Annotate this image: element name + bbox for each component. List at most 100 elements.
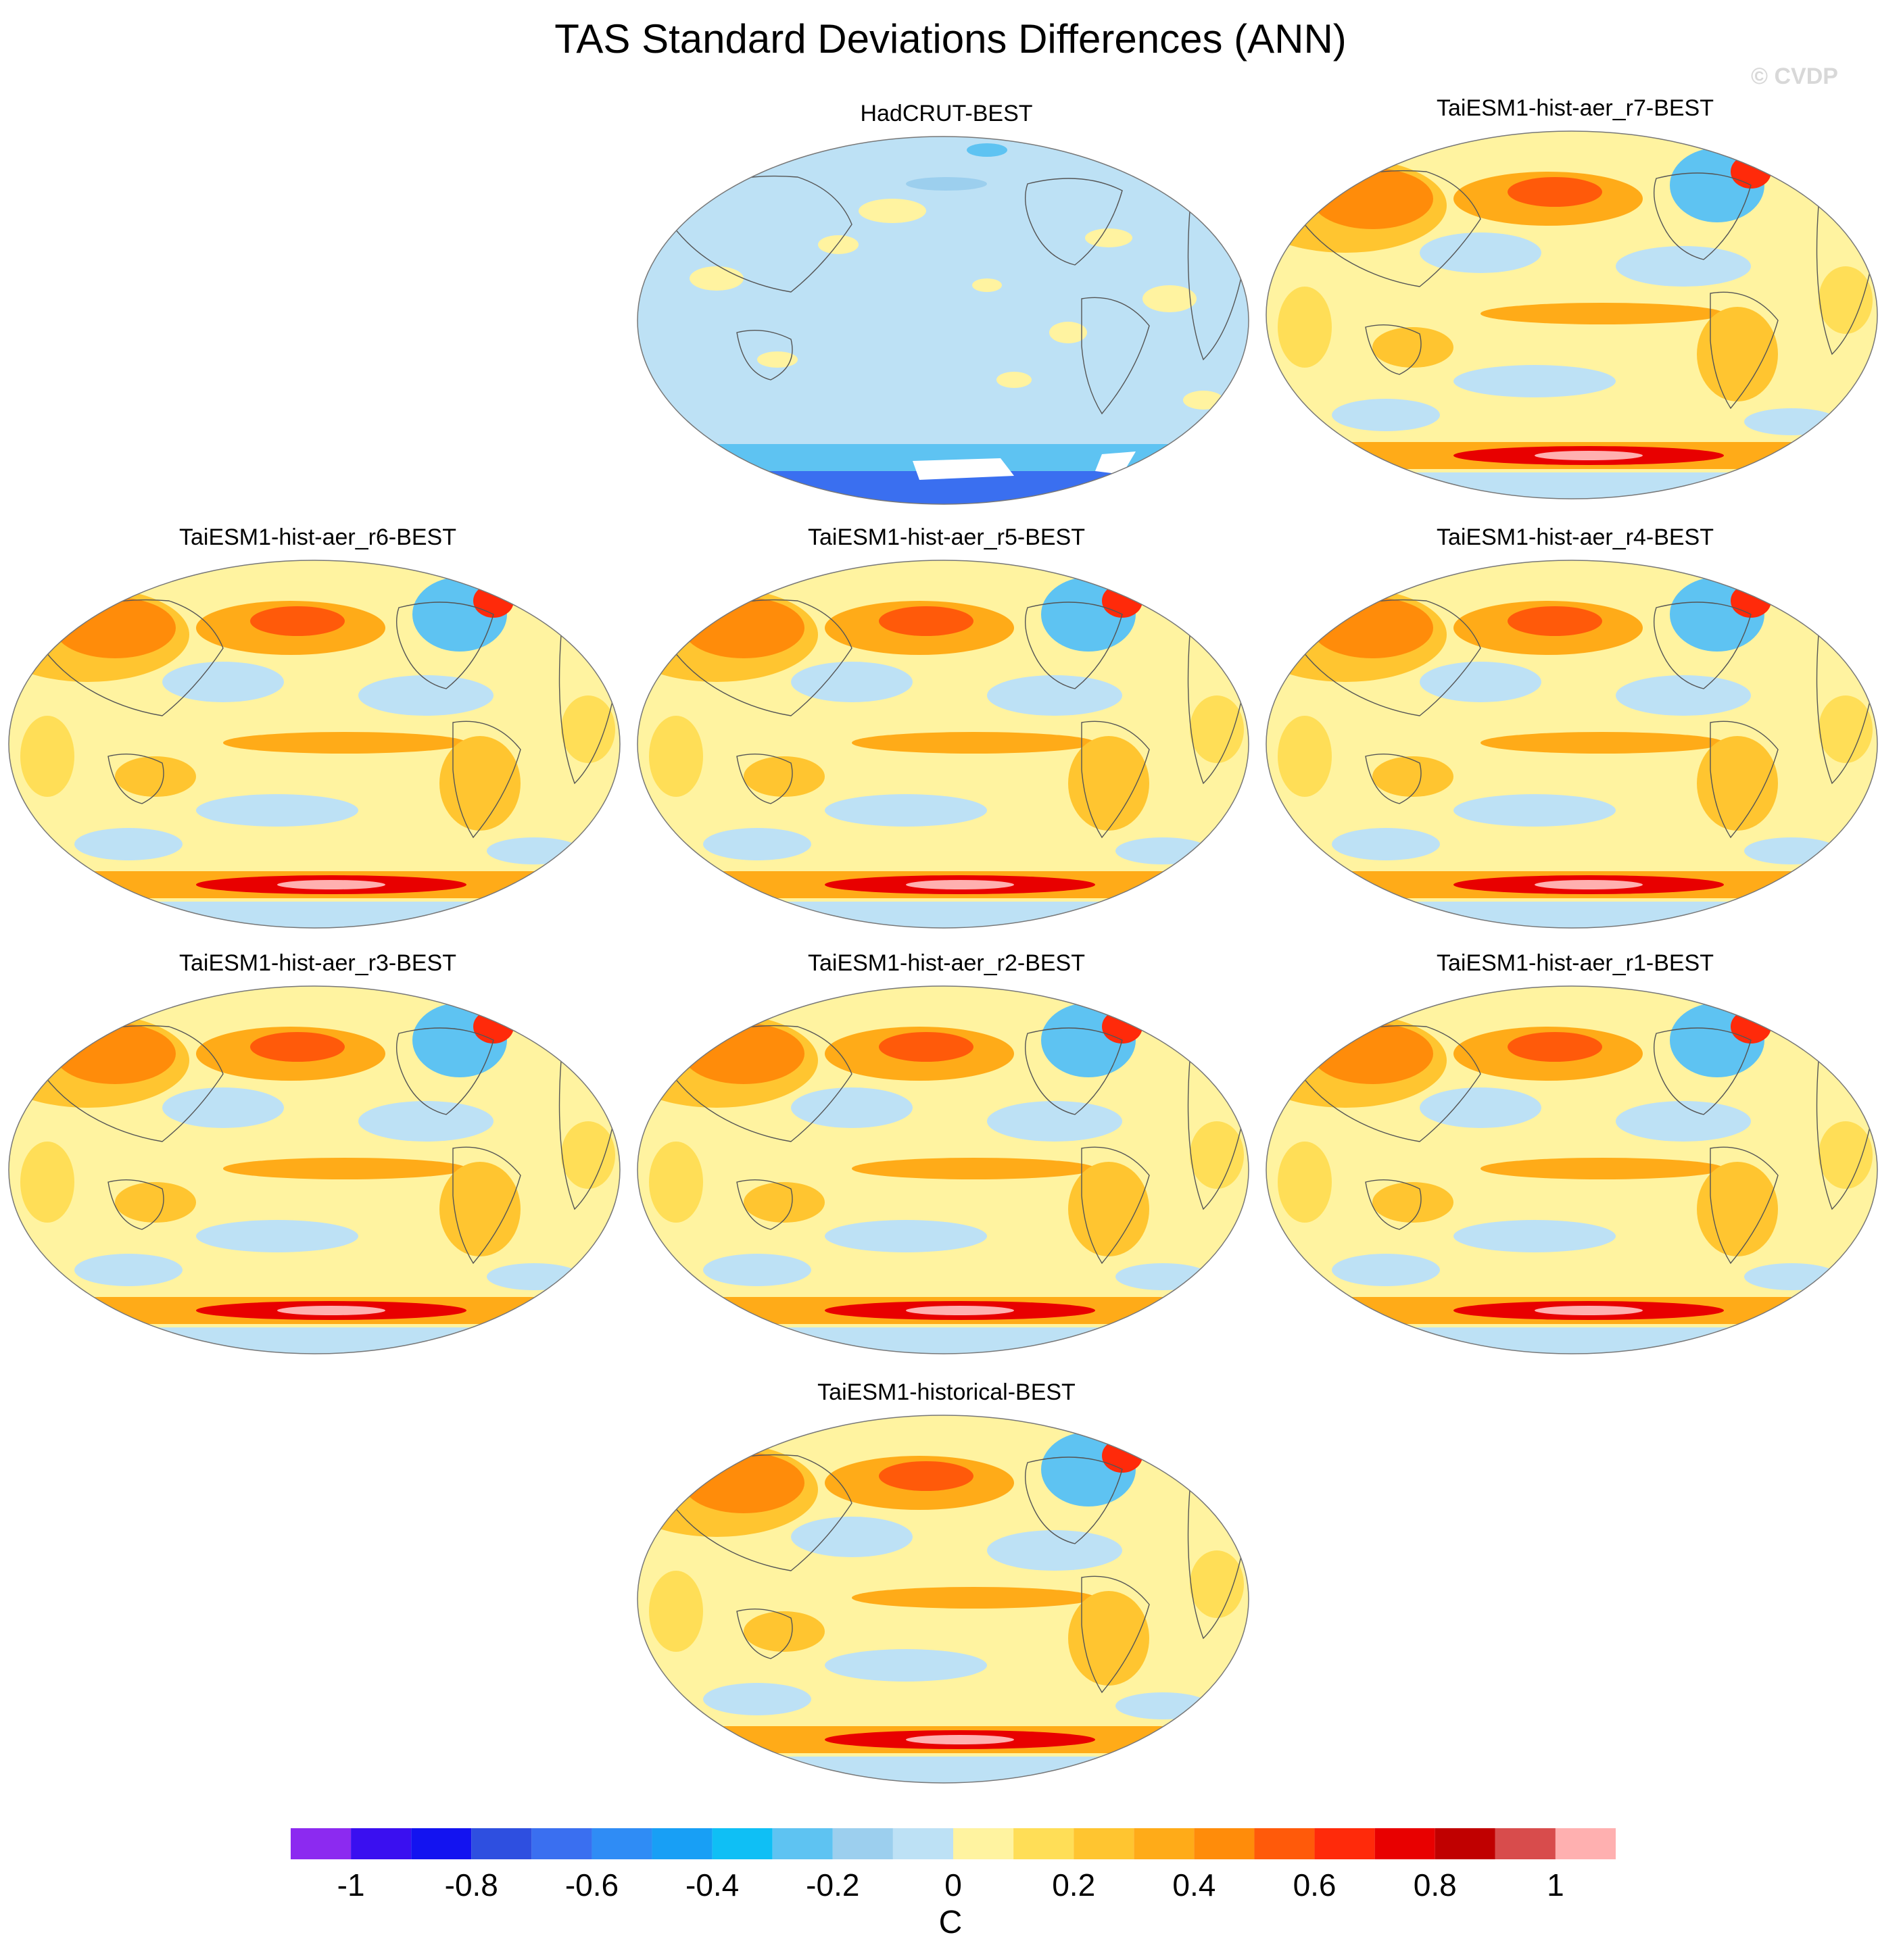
southern-ocean-peak [277, 1306, 385, 1315]
anomaly-patch [1481, 1158, 1724, 1179]
anomaly-patch [1819, 266, 1873, 334]
anomaly-patch [74, 1254, 183, 1286]
anomaly-patch [703, 1254, 811, 1286]
anomaly-patch [906, 177, 987, 191]
panel-title: TaiESM1-hist-aer_r4-BEST [1436, 524, 1714, 550]
anomaly-patch [1616, 246, 1751, 287]
anomaly-patch [1508, 177, 1602, 207]
map-border [637, 985, 1249, 1354]
colorbar-swatch [531, 1828, 592, 1859]
anomaly-patch [1312, 597, 1433, 658]
map-border [637, 1415, 1249, 1784]
colorbar-swatch [1013, 1828, 1074, 1859]
anomaly-patch [967, 143, 1007, 157]
anomaly-patch [703, 828, 811, 860]
southern-ocean-peak [277, 880, 385, 889]
map-plot [1266, 985, 1878, 1354]
coastline [452, 1146, 521, 1265]
anomaly-patch [791, 1517, 913, 1557]
coastline [1291, 1025, 1481, 1142]
anomaly-patch [487, 837, 581, 864]
anomaly-patch [703, 1683, 811, 1715]
colorbar-tick-label: 0.8 [1414, 1867, 1457, 1903]
anomaly-patch [1278, 716, 1332, 797]
anomaly-patch [1616, 675, 1751, 716]
anomaly-patch [487, 1263, 581, 1290]
coastline [1710, 1146, 1779, 1265]
panel-title: TaiESM1-hist-aer_r6-BEST [178, 524, 456, 550]
colorbar-swatch [892, 1828, 953, 1859]
coastline [1081, 720, 1150, 839]
anomaly-patch [791, 662, 913, 702]
anomaly-patch [649, 716, 703, 797]
anomaly-patch [115, 756, 196, 797]
anomaly-patch [1332, 399, 1440, 431]
anomaly-patch [757, 351, 798, 368]
anomaly-patch [818, 235, 859, 254]
anomaly-patch [196, 794, 358, 827]
southern-ocean-peak [906, 880, 1014, 889]
anomaly-patch [1115, 837, 1210, 864]
panel-title: TaiESM1-hist-aer_r5-BEST [807, 524, 1085, 550]
anomaly-patch [1744, 837, 1839, 864]
missing-data [913, 458, 1014, 480]
map-plot [637, 1415, 1249, 1784]
anomaly-patch [1744, 1263, 1839, 1290]
map-panel: TaiESM1-hist-aer_r1-BEST [1264, 950, 1886, 1355]
anomaly-patch [879, 1032, 973, 1062]
anomaly-patch [1453, 1220, 1616, 1252]
anomaly-patch [972, 278, 1002, 292]
anomaly-patch [358, 1101, 494, 1142]
anomaly-patch [1142, 285, 1197, 312]
anomaly-patch [1372, 327, 1453, 368]
coastline [1365, 1179, 1422, 1230]
colorbar-unit: C [938, 1905, 963, 1940]
colorbar-tick-label: -1 [337, 1867, 365, 1903]
colorbar-swatch [1134, 1828, 1195, 1859]
panel-title: TaiESM1-hist-aer_r3-BEST [178, 950, 456, 976]
anomaly-patch [852, 1158, 1095, 1179]
coastline [33, 599, 224, 716]
colorbar-swatch [1314, 1828, 1375, 1859]
panel-title: HadCRUT-BEST [860, 101, 1033, 126]
colorbar-swatch [411, 1828, 472, 1859]
anomaly-patch [223, 732, 466, 754]
anomaly-patch [1372, 1182, 1453, 1223]
colorbar-tick-label: 0.2 [1052, 1867, 1095, 1903]
colorbar-swatch [953, 1828, 1014, 1859]
anomaly-patch [20, 716, 74, 797]
anomaly-patch [1420, 232, 1541, 273]
coastline [1291, 170, 1481, 287]
colorbar-tick-label: -0.8 [445, 1867, 498, 1903]
coastline [33, 1025, 224, 1142]
coastline [1710, 291, 1779, 410]
map-border [8, 985, 621, 1354]
coastline [1291, 599, 1481, 716]
colorbar-swatch [652, 1828, 713, 1859]
anomaly-patch [859, 199, 926, 223]
coastline [1024, 1456, 1123, 1544]
anomaly-patch [744, 1182, 825, 1223]
map-plot [8, 560, 621, 929]
colorbar-swatch [1495, 1828, 1556, 1859]
anomaly-patch [744, 756, 825, 797]
anomaly-patch [1115, 1263, 1210, 1290]
map-panel: TaiESM1-hist-aer_r7-BEST [1264, 95, 1886, 500]
colorbar-swatch [351, 1828, 412, 1859]
anomaly-patch [683, 1023, 804, 1084]
anomaly-patch [996, 372, 1032, 388]
anomaly-patch [1190, 1550, 1244, 1618]
anomaly-patch [115, 1182, 196, 1223]
map-background [637, 137, 1249, 504]
colorbar-tick-label: 1 [1547, 1867, 1564, 1903]
anomaly-patch [1508, 1032, 1602, 1062]
colorbar-tick-label: 0.4 [1172, 1867, 1216, 1903]
anomaly-patch [852, 1587, 1095, 1609]
anomaly-patch [1332, 828, 1440, 860]
coastline [1024, 602, 1123, 689]
map-plot [637, 985, 1249, 1354]
anomaly-patch [561, 1121, 615, 1189]
figure-title: TAS Standard Deviations Differences (ANN… [554, 16, 1347, 62]
colorbar-swatch [1194, 1828, 1255, 1859]
colorbar-tick-label: 0 [944, 1867, 962, 1903]
